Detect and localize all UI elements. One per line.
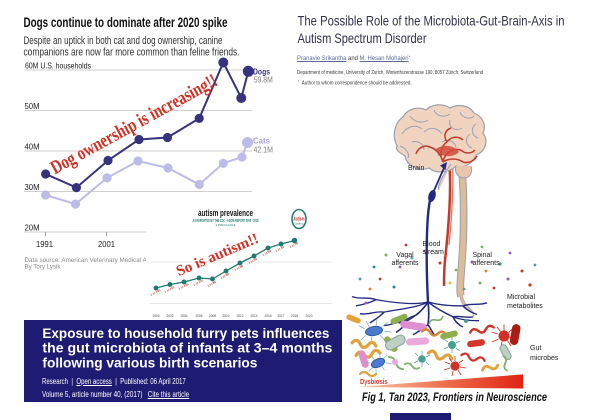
- svg-text:2008: 2008: [209, 314, 216, 318]
- svg-text:1 in 150: 1 in 150: [150, 288, 162, 297]
- svg-text:2001: 2001: [98, 239, 115, 249]
- svg-text:60M U.S. households: 60M U.S. households: [25, 60, 91, 70]
- svg-text:40M: 40M: [25, 142, 40, 152]
- svg-text:2012: 2012: [236, 314, 243, 318]
- svg-text:2006: 2006: [195, 314, 202, 318]
- svg-text:1991: 1991: [36, 239, 53, 249]
- svg-text:1 in 110: 1 in 110: [193, 278, 205, 287]
- svg-text:42.1M: 42.1M: [254, 145, 274, 155]
- svg-text:1 in 68: 1 in 68: [220, 272, 230, 280]
- svg-text:2000: 2000: [152, 314, 159, 318]
- svg-text:1 in 54: 1 in 54: [262, 249, 272, 257]
- svg-text:2018: 2018: [291, 314, 298, 318]
- svg-text:By Tory Lysik: By Tory Lysik: [25, 263, 62, 270]
- svg-text:1 in 44: 1 in 44: [275, 245, 285, 253]
- svg-text:1 in 36: 1 in 36: [289, 241, 299, 249]
- svg-text:Exposure to household furry pe: Exposure to household furry pets influen…: [42, 325, 329, 341]
- svg-text:2014: 2014: [250, 314, 257, 318]
- svg-text:1 in 68: 1 in 68: [234, 264, 244, 272]
- svg-text:The Possible Role of the Micro: The Possible Role of the Microbiota-Gut-…: [298, 14, 565, 29]
- svg-text:Speaking: Speaking: [295, 222, 304, 226]
- svg-text:20M: 20M: [25, 223, 40, 233]
- svg-text:Autism: Autism: [294, 217, 305, 223]
- svg-text:Despite an uptick in both cat: Despite an uptick in both cat and dog ow…: [24, 35, 223, 47]
- svg-text:2010: 2010: [222, 314, 229, 318]
- svg-text:Autism Spectrum Disorder: Autism Spectrum Disorder: [298, 31, 427, 46]
- svg-text:2016: 2016: [264, 314, 271, 318]
- svg-text:2004: 2004: [180, 314, 187, 318]
- svg-text:Fig 1, Tan 2023, Frontiers in: Fig 1, Tan 2023, Frontiers in Neuroscien…: [362, 392, 547, 404]
- svg-text:autism prevalence: autism prevalence: [198, 208, 253, 218]
- svg-text:2017: 2017: [277, 314, 284, 318]
- svg-text:Data source: American Veterina: Data source: American Veterinary Medical…: [25, 257, 175, 264]
- svg-text:30M: 30M: [25, 182, 40, 192]
- svg-text:the gut microbiota of infants: the gut microbiota of infants at 3–4 mon…: [42, 340, 332, 356]
- svg-text:Dogs continue to dominate afte: Dogs continue to dominate after 2020 spi…: [24, 15, 228, 30]
- svg-text:59.8M: 59.8M: [254, 75, 273, 85]
- svg-text:1 in 150: 1 in 150: [164, 285, 176, 294]
- svg-text:companions are now far more co: companions are now far more common than …: [24, 47, 240, 59]
- svg-text:1 in 88: 1 in 88: [207, 280, 217, 288]
- svg-text:50M: 50M: [25, 101, 40, 111]
- svg-text:AS REPORTED BY THE CDC - ADDM: AS REPORTED BY THE CDC - ADDM REPORT 200…: [193, 218, 259, 223]
- svg-text:● PREVALENCE: ● PREVALENCE: [216, 223, 236, 227]
- svg-text:1 in 59: 1 in 59: [248, 257, 258, 265]
- svg-text:2020: 2020: [305, 314, 312, 318]
- svg-text:2002: 2002: [166, 314, 173, 318]
- svg-text:Cats: Cats: [253, 136, 270, 146]
- svg-text:1 in 125: 1 in 125: [178, 282, 190, 291]
- svg-text:following various birth scenar: following various birth scenarios: [42, 355, 257, 371]
- svg-text:Dogs: Dogs: [253, 67, 270, 77]
